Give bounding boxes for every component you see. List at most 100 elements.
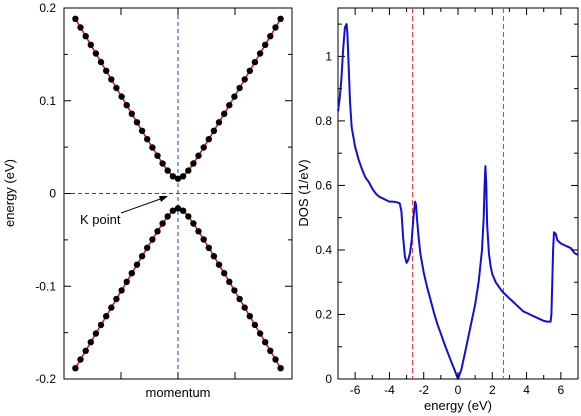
conduction-band-point [200, 144, 207, 151]
conduction-band-point [72, 15, 79, 22]
valence-band-point [72, 365, 79, 372]
valence-band-point [144, 244, 151, 251]
band-structure-x-axis-title: momentum [145, 385, 210, 400]
valence-band-point [174, 205, 182, 212]
valence-band-point [103, 313, 110, 320]
y-tick-label: 0.1 [39, 94, 56, 108]
conduction-band-point [97, 58, 105, 66]
y-tick-label: 0.8 [315, 114, 332, 128]
y-tick-label: -0.2 [35, 372, 56, 386]
conduction-band-point [149, 144, 156, 151]
conduction-band-point [236, 84, 243, 92]
conduction-band-point [272, 24, 279, 31]
valence-band-point [267, 347, 274, 354]
conduction-band-point [185, 167, 192, 174]
conduction-band-point [154, 152, 161, 159]
valence-band-point [123, 278, 130, 285]
valence-band-point [210, 253, 218, 260]
y-tick-label: 0.6 [315, 178, 332, 192]
conduction-band-point [128, 110, 135, 118]
conduction-band-point [113, 84, 120, 92]
x-tick-label: 4 [523, 383, 530, 397]
valence-band-point [221, 270, 228, 277]
valence-band-point [164, 213, 171, 220]
conduction-band-point [77, 24, 84, 31]
conduction-band-point [246, 67, 253, 75]
conduction-band-point [108, 76, 115, 83]
valence-band-point [82, 347, 89, 354]
valence-band-point [236, 295, 243, 303]
valence-band-point [200, 236, 207, 243]
y-tick-label: 0 [49, 187, 56, 201]
conduction-band-point [179, 173, 187, 180]
conduction-band-point [174, 175, 182, 182]
y-tick-label: 0.4 [315, 243, 332, 257]
valence-band-point [159, 220, 166, 227]
y-tick-label: 0.2 [39, 1, 56, 15]
valence-band-point [92, 330, 100, 337]
k-point-arrow [120, 196, 168, 214]
conduction-band-point [164, 167, 171, 174]
valence-band-point [226, 278, 233, 285]
band-structure-panel: -0.2 -0.1 0 0.1 0.2 momentum energy (eV) K p… [2, 1, 293, 400]
conduction-band-point [87, 41, 95, 48]
x-tick-label: 2 [489, 383, 496, 397]
conduction-band-point [210, 127, 218, 134]
valence-band-point [251, 321, 259, 329]
valence-band-point [149, 236, 156, 243]
conduction-band-point [267, 33, 274, 40]
valence-band-point [195, 228, 202, 235]
k-point-annotation: K point [80, 212, 121, 227]
valence-band-point [185, 213, 192, 220]
conduction-band-point [195, 152, 202, 159]
conduction-band-point [256, 50, 264, 57]
y-tick-label: 0.2 [315, 307, 332, 321]
valence-band-point [77, 356, 84, 363]
conduction-band-point [92, 50, 100, 57]
conduction-band-point [144, 136, 151, 143]
band-structure-points [72, 15, 284, 372]
valence-band-point [133, 261, 141, 268]
conduction-band-point [118, 93, 125, 100]
dos-y-axis-title: DOS (1/eV) [296, 159, 311, 226]
conduction-band-point [169, 173, 177, 180]
conduction-band-point [226, 102, 233, 109]
conduction-band-line [74, 18, 282, 180]
conduction-band-point [159, 160, 166, 167]
valence-band-point [138, 253, 146, 260]
band-structure-guides [64, 8, 292, 379]
conduction-band-point [82, 33, 89, 40]
valence-band-point [215, 261, 223, 268]
conduction-band-point [103, 67, 110, 75]
x-tick-label: 6 [558, 383, 565, 397]
valence-band-point [272, 356, 279, 363]
valence-band-point [256, 330, 264, 337]
valence-band-point [241, 304, 248, 311]
conduction-band-point [190, 160, 197, 167]
valence-band-point [205, 244, 212, 251]
valence-band-point [179, 207, 187, 214]
dos-series-line [337, 23, 579, 380]
dos-x-ticks: -6 -4 -2 0 2 4 6 [337, 8, 579, 397]
conduction-band-point [133, 119, 141, 126]
dos-y-ticks: 0 0.2 0.4 0.6 0.8 1 [315, 23, 578, 386]
x-tick-label: -2 [418, 383, 429, 397]
valence-band-point [231, 287, 238, 294]
y-tick-label: -0.1 [35, 279, 56, 293]
valence-band-point [190, 220, 197, 227]
valence-band-point [113, 295, 120, 303]
conduction-band-point [241, 76, 248, 83]
dos-plot-frame [337, 7, 579, 380]
conduction-band-point [215, 119, 223, 126]
x-tick-label: 0 [455, 383, 462, 397]
valence-band-point [154, 228, 161, 235]
valence-band-point [277, 365, 284, 372]
conduction-band-point [231, 93, 238, 100]
y-tick-label: 1 [325, 49, 332, 63]
valence-band-point [108, 304, 115, 311]
dos-panel: 0 0.2 0.4 0.6 0.8 1 -6 -4 -2 0 2 4 6 energy (eV) DO… [296, 7, 579, 413]
band-structure-x-ticks [120, 8, 236, 379]
band-structure-y-ticks: -0.2 -0.1 0 0.1 0.2 [35, 1, 292, 386]
conduction-band-point [205, 136, 212, 143]
conduction-band-point [123, 102, 130, 109]
